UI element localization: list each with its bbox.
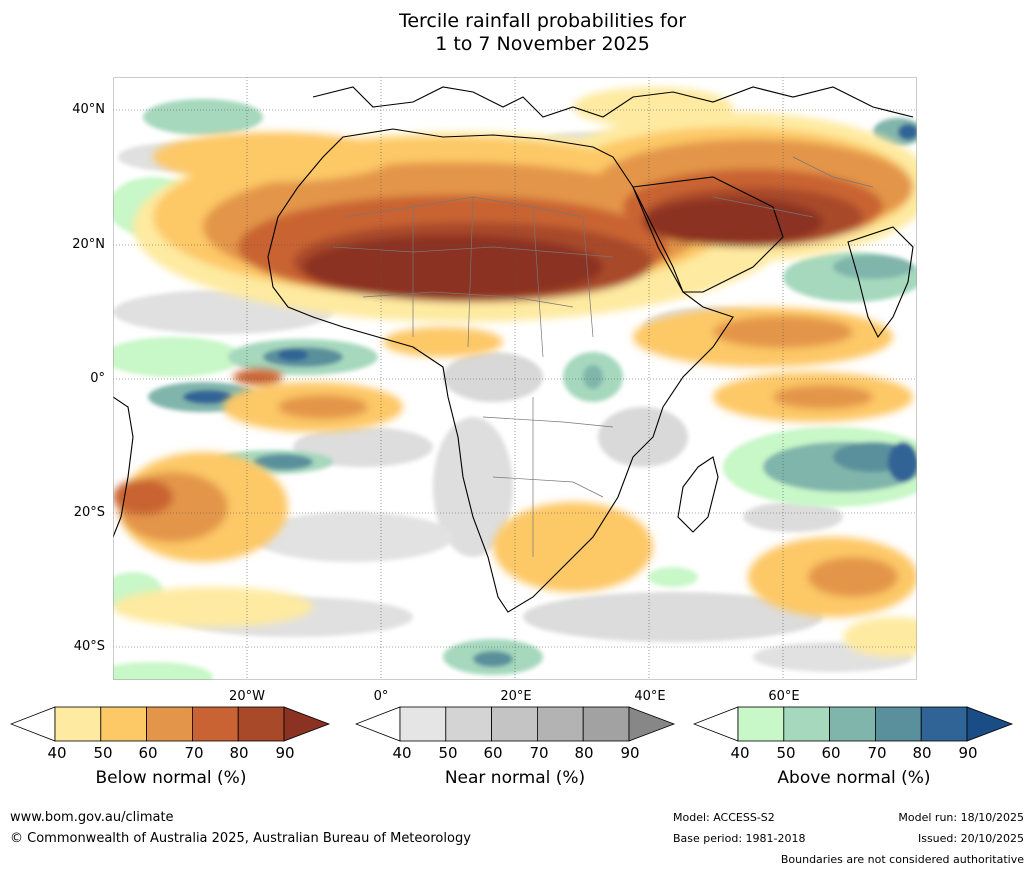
lon-label-60e: 60°E [768,689,800,704]
coastlines [113,86,914,613]
below-normal-title: Below normal (%) [95,768,247,788]
above-normal-colorbar [693,706,1014,742]
footer-base-period: Base period: 1981-2018 [673,832,806,845]
lon-label-20e: 20°E [500,689,532,704]
below-tick-90: 90 [275,744,295,762]
above-tick-50: 50 [776,744,796,762]
near-swatch-under [355,706,401,742]
footer-disclaimer: Boundaries are not considered authoritat… [780,853,1024,866]
above-swatch-under [693,706,739,742]
map-svg [113,77,917,680]
footer-model: Model: ACCESS-S2 [673,811,775,824]
lat-label-40s: 40°S [73,639,105,654]
lon-label-20w: 20°W [229,689,265,704]
footer-copyright: © Commonwealth of Australia 2025, Austra… [10,831,471,846]
below-tick-80: 80 [229,744,249,762]
above-swatch-5 [920,706,968,742]
near-swatch-over [628,706,676,742]
near-swatch-1 [399,706,447,742]
above-tick-90: 90 [958,744,978,762]
near-normal-colorbar [355,706,676,742]
below-swatch-over [283,706,331,742]
above-swatch-1 [737,706,785,742]
near-tick-70: 70 [529,744,549,762]
lon-label-0: 0° [373,689,389,704]
title-line-1: Tercile rainfall probabilities for [398,10,687,32]
lat-label-20n: 20°N [72,237,105,252]
above-swatch-over [966,706,1014,742]
below-normal-patches [113,87,917,657]
below-swatch-1 [54,706,102,742]
title-line-2: 1 to 7 November 2025 [435,33,650,55]
below-swatch-4 [191,706,239,742]
near-normal-title: Near normal (%) [444,768,586,788]
near-swatch-4 [536,706,584,742]
below-normal-colorbar [10,706,331,742]
above-swatch-4 [874,706,922,742]
footer-issued: Issued: 20/10/2025 [917,832,1024,845]
below-tick-70: 70 [184,744,204,762]
chart-title: Tercile rainfall probabilities for 1 to … [0,10,1035,56]
near-tick-50: 50 [438,744,458,762]
near-swatch-2 [445,706,493,742]
near-swatch-5 [582,706,630,742]
below-tick-40: 40 [47,744,67,762]
below-tick-50: 50 [93,744,113,762]
near-tick-90: 90 [620,744,640,762]
above-tick-60: 60 [821,744,841,762]
below-swatch-2 [100,706,148,742]
footer-model-run: Model run: 18/10/2025 [898,811,1024,824]
rainfall-probability-map [113,77,917,680]
below-tick-60: 60 [138,744,158,762]
lat-label-0: 0° [90,371,105,386]
lon-label-40e: 40°E [634,689,666,704]
lat-label-40n: 40°N [72,102,105,117]
below-swatch-under [10,706,56,742]
near-swatch-3 [491,706,538,742]
graticule [113,77,917,680]
above-normal-title: Above normal (%) [777,768,931,788]
near-tick-80: 80 [574,744,594,762]
near-tick-40: 40 [392,744,412,762]
above-tick-80: 80 [912,744,932,762]
above-tick-70: 70 [867,744,887,762]
above-swatch-3 [829,706,876,742]
country-boundaries [332,156,874,557]
above-tick-40: 40 [730,744,750,762]
below-swatch-3 [146,706,193,742]
below-swatch-5 [237,706,285,742]
near-tick-60: 60 [483,744,503,762]
lat-label-20s: 20°S [73,505,105,520]
footer-website: www.bom.gov.au/climate [10,810,174,825]
above-swatch-2 [783,706,831,742]
